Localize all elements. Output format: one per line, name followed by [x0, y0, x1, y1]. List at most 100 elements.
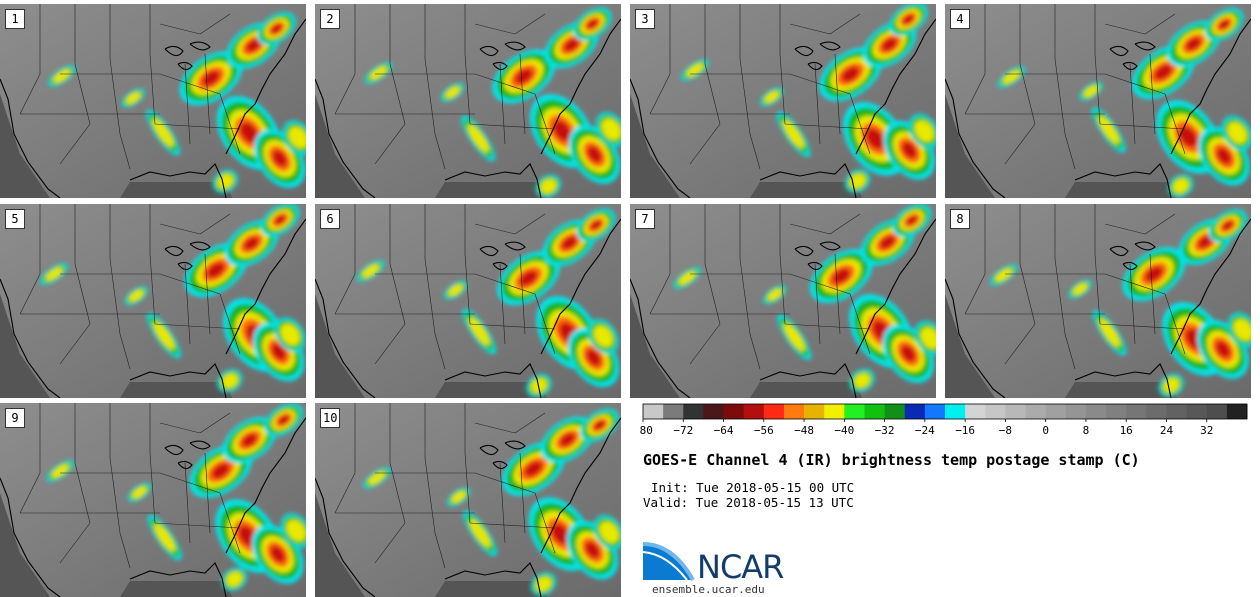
colorbar-bin	[663, 404, 684, 419]
cloud-blob	[590, 220, 602, 230]
cloud-blob	[1002, 70, 1021, 84]
cloud-blob	[280, 323, 300, 346]
ncar-logo-icon	[643, 540, 695, 582]
cloud-tops	[356, 208, 620, 398]
cloud-blob	[519, 270, 538, 286]
stamp-panel-3: 3	[630, 4, 936, 198]
panel-number: 7	[635, 209, 655, 229]
coastlines	[0, 218, 306, 398]
state-borders	[649, 204, 871, 370]
panel-number: 2	[320, 9, 340, 29]
cloud-blob	[854, 373, 871, 388]
coastlines	[630, 18, 936, 198]
colorbar-bin	[1045, 404, 1067, 419]
cloud-blob	[901, 345, 916, 362]
cloud-tops	[362, 408, 621, 596]
ocean-area	[945, 94, 1177, 198]
colorbar-bin	[965, 404, 986, 419]
colorbar-tick-label: −64	[714, 424, 734, 437]
state-borders	[964, 4, 1186, 170]
colorbar-tick-label: −72	[673, 424, 693, 437]
colorbar-bin	[1106, 404, 1127, 419]
stamp-panel-9: 9	[0, 403, 306, 597]
ir-satellite-map	[315, 4, 621, 198]
panel-number: 3	[635, 9, 655, 29]
coastlines	[945, 18, 1251, 198]
cloud-blob	[1145, 266, 1163, 282]
cloud-blob	[686, 63, 704, 77]
colorbar-bin	[703, 404, 724, 419]
cloud-tops	[48, 12, 306, 194]
state-borders	[19, 4, 241, 170]
cloud-blob	[271, 343, 286, 361]
init-time: Init: Tue 2018-05-15 00 UTC	[651, 480, 855, 495]
panel-number: 10	[320, 408, 341, 428]
colorbar-tick-label: 0	[1042, 424, 1049, 437]
coastlines	[315, 218, 621, 398]
cloud-blob	[1233, 318, 1251, 341]
ir-satellite-map	[315, 403, 621, 597]
colorbar-bin	[904, 404, 926, 419]
cloud-blob	[559, 433, 575, 447]
colorbar-bin	[985, 404, 1006, 419]
cloud-blob	[1083, 85, 1099, 98]
cloud-tops	[681, 4, 936, 193]
cloud-blob	[243, 236, 259, 250]
panel-number: 9	[5, 408, 25, 428]
colorbar-tick-label: −40	[834, 424, 854, 437]
cloud-tops	[40, 204, 306, 393]
cloud-blob	[221, 373, 238, 389]
colorbar-bin	[1166, 404, 1187, 419]
colorbar-tick-label: 24	[1160, 424, 1174, 437]
cloud-blob	[153, 321, 175, 350]
cloud-blob	[841, 66, 860, 82]
cloud-blob	[1179, 126, 1198, 148]
ncar-wordmark: NCAR	[697, 548, 784, 586]
colorbar-tick-label: −8	[999, 424, 1012, 437]
cloud-blob	[783, 322, 805, 352]
ocean-area	[0, 493, 232, 597]
colorbar-bin	[804, 404, 825, 419]
cloud-blob	[53, 69, 71, 83]
state-borders	[334, 403, 556, 569]
cloud-blob	[514, 68, 533, 84]
cloud-blob	[599, 521, 619, 544]
cloud-blob	[1215, 341, 1231, 358]
colorbar-bin	[1005, 404, 1026, 419]
cloud-blob	[1098, 318, 1121, 348]
cloud-blob	[154, 523, 176, 552]
colorbar-bin	[945, 404, 966, 419]
ocean-area	[0, 94, 232, 198]
cloud-blob	[586, 19, 598, 29]
cloud-blob	[524, 461, 543, 477]
cloud-blob	[594, 420, 605, 430]
cloud-blob	[879, 235, 895, 249]
ir-satellite-map	[0, 403, 306, 597]
ncar-url: ensemble.ucar.edu	[652, 583, 765, 596]
cloud-blob	[226, 571, 243, 587]
chart-title: GOES-E Channel 4 (IR) brightness temp po…	[643, 451, 1140, 469]
panel-number: 1	[5, 9, 25, 29]
cloud-blob	[585, 541, 600, 559]
colorbar-bin	[884, 404, 906, 419]
cloud-tops	[46, 403, 306, 591]
colorbar-frame	[642, 403, 1248, 420]
colorbar-tick-label: 16	[1120, 424, 1133, 437]
cloud-blob	[361, 264, 380, 278]
cloud-blob	[211, 463, 230, 479]
cloud-blob	[906, 215, 918, 226]
state-borders	[964, 204, 1186, 370]
cloud-tops	[989, 209, 1251, 398]
cloud-blob	[764, 90, 780, 103]
colorbar-bin	[864, 404, 885, 419]
stamp-panel-5: 5	[0, 204, 306, 398]
cloud-blob	[451, 490, 466, 503]
colorbar-tick-label: −48	[794, 424, 814, 437]
ir-satellite-map	[630, 4, 936, 198]
cloud-blob	[902, 14, 914, 24]
cloud-blob	[152, 118, 174, 147]
state-borders	[19, 403, 241, 569]
cloud-blob	[45, 267, 63, 281]
valid-time: Valid: Tue 2018-05-15 13 UTC	[643, 495, 854, 510]
